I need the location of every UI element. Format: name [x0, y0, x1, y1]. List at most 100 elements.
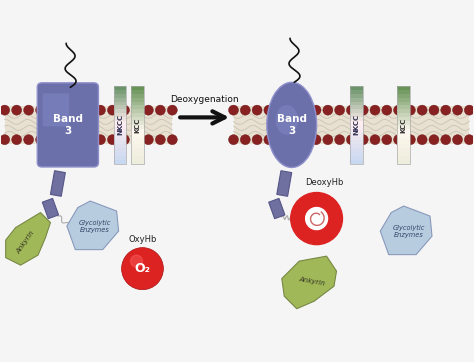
Circle shape	[370, 135, 380, 145]
Circle shape	[36, 135, 46, 145]
Bar	[131, 86, 144, 164]
Bar	[350, 93, 363, 98]
Circle shape	[264, 135, 274, 145]
Bar	[131, 125, 144, 129]
Bar	[397, 97, 410, 102]
Circle shape	[167, 105, 177, 115]
Bar	[397, 113, 410, 117]
Bar	[397, 148, 410, 152]
Bar	[114, 148, 126, 152]
Bar	[114, 109, 126, 113]
Circle shape	[382, 105, 392, 115]
Bar	[397, 117, 410, 121]
Bar	[114, 89, 126, 94]
Polygon shape	[67, 201, 118, 250]
Bar	[114, 125, 126, 129]
Circle shape	[335, 135, 345, 145]
Circle shape	[95, 135, 105, 145]
Text: Band
3: Band 3	[277, 114, 307, 136]
Bar	[131, 97, 144, 102]
Text: OxyHb: OxyHb	[128, 235, 157, 244]
Bar	[5, 106, 173, 144]
Bar	[350, 97, 363, 102]
Bar	[397, 125, 410, 129]
Bar	[114, 128, 126, 132]
Text: NKCC: NKCC	[354, 114, 359, 135]
Text: Glycolytic
Enzymes: Glycolytic Enzymes	[392, 224, 425, 237]
Circle shape	[299, 105, 309, 115]
Bar	[277, 171, 292, 196]
Text: Ankyrin: Ankyrin	[16, 230, 36, 255]
Bar	[397, 159, 410, 164]
Bar	[350, 132, 363, 136]
Bar	[397, 136, 410, 140]
Polygon shape	[282, 256, 337, 309]
Bar	[131, 148, 144, 152]
Circle shape	[60, 105, 70, 115]
Circle shape	[323, 105, 333, 115]
Bar	[131, 155, 144, 160]
Bar	[131, 117, 144, 121]
Circle shape	[358, 105, 368, 115]
Bar	[397, 152, 410, 156]
Circle shape	[276, 105, 286, 115]
Bar	[397, 128, 410, 132]
Bar	[131, 93, 144, 98]
Circle shape	[47, 135, 57, 145]
FancyBboxPatch shape	[43, 93, 69, 126]
Bar	[114, 121, 126, 125]
Bar	[397, 89, 410, 94]
Text: O₂: O₂	[135, 262, 150, 275]
Bar	[350, 125, 363, 129]
Bar	[397, 86, 410, 164]
Bar	[114, 136, 126, 140]
Circle shape	[47, 105, 57, 115]
Circle shape	[358, 135, 368, 145]
Circle shape	[119, 105, 129, 115]
Bar	[114, 105, 126, 109]
Circle shape	[429, 135, 439, 145]
Circle shape	[299, 135, 309, 145]
Bar	[131, 136, 144, 140]
Circle shape	[12, 135, 22, 145]
Circle shape	[405, 105, 415, 115]
Bar	[350, 85, 363, 90]
Circle shape	[60, 135, 70, 145]
Circle shape	[429, 105, 439, 115]
Bar	[131, 109, 144, 113]
Bar	[397, 144, 410, 148]
Text: Deoxygenation: Deoxygenation	[170, 95, 239, 104]
Circle shape	[72, 135, 82, 145]
Text: Ankyrin: Ankyrin	[298, 276, 325, 286]
Circle shape	[288, 135, 298, 145]
Circle shape	[144, 105, 154, 115]
Bar	[131, 89, 144, 94]
Bar	[397, 105, 410, 109]
Circle shape	[453, 135, 463, 145]
Circle shape	[311, 105, 321, 115]
Bar	[397, 101, 410, 105]
Bar	[350, 136, 363, 140]
Circle shape	[95, 105, 105, 115]
Bar	[350, 155, 363, 160]
Circle shape	[240, 135, 250, 145]
Circle shape	[252, 135, 262, 145]
Circle shape	[465, 135, 474, 145]
Circle shape	[370, 105, 380, 115]
Bar	[114, 132, 126, 136]
Circle shape	[228, 135, 238, 145]
Bar	[131, 113, 144, 117]
Polygon shape	[380, 206, 432, 254]
Bar	[350, 113, 363, 117]
Circle shape	[335, 105, 345, 115]
Circle shape	[83, 105, 93, 115]
Bar	[131, 159, 144, 164]
Bar	[131, 132, 144, 136]
Ellipse shape	[275, 105, 298, 135]
Bar	[234, 106, 469, 144]
Bar	[114, 117, 126, 121]
Bar	[114, 152, 126, 156]
Bar	[397, 121, 410, 125]
Bar	[397, 155, 410, 160]
Circle shape	[465, 105, 474, 115]
